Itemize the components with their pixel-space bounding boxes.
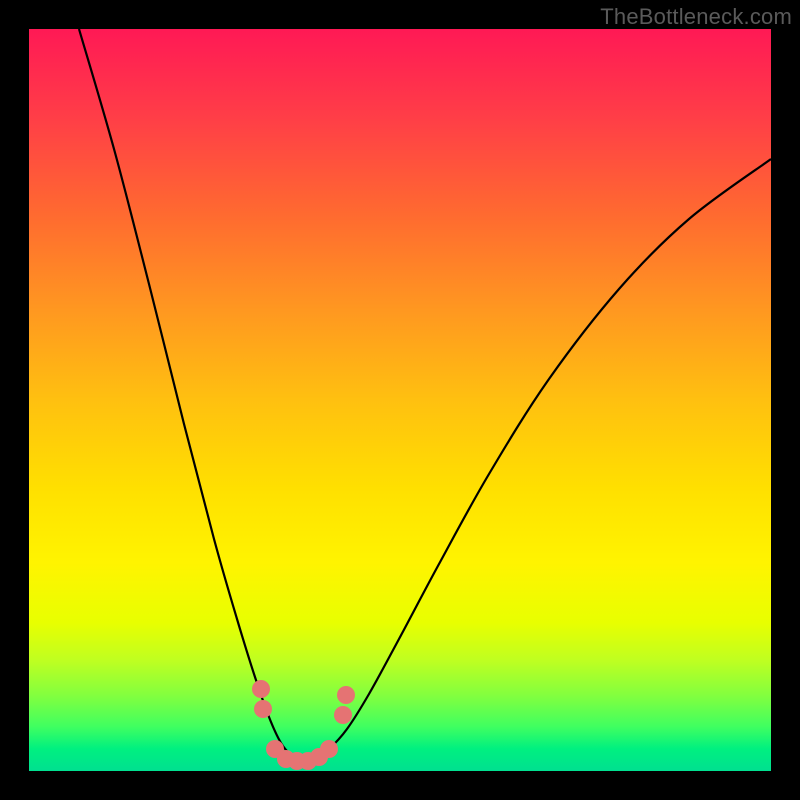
bottleneck-curve: [79, 29, 771, 761]
marker-dot: [337, 686, 355, 704]
chart-area: [29, 29, 771, 771]
marker-dot: [320, 740, 338, 758]
marker-dot: [254, 700, 272, 718]
marker-cluster: [252, 680, 355, 770]
marker-dot: [334, 706, 352, 724]
marker-dot: [252, 680, 270, 698]
watermark-text: TheBottleneck.com: [600, 4, 792, 30]
curve-svg: [29, 29, 771, 771]
